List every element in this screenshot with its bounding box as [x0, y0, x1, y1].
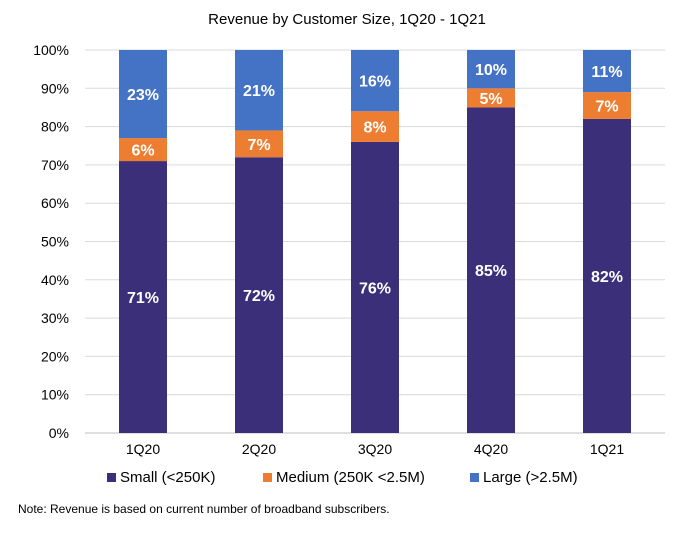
x-tick-label: 4Q20	[474, 441, 508, 457]
x-tick-label: 3Q20	[358, 441, 392, 457]
legend-label: Medium (250K <2.5M)	[276, 469, 425, 486]
x-tick-label: 1Q20	[126, 441, 160, 457]
data-label: 11%	[591, 64, 622, 81]
data-label: 23%	[127, 87, 159, 104]
data-label: 76%	[359, 280, 391, 297]
data-label: 21%	[243, 83, 275, 100]
data-label: 72%	[243, 288, 275, 305]
bar-small	[119, 161, 167, 433]
y-tick-label: 60%	[41, 195, 69, 211]
bar-small	[235, 157, 283, 434]
bar-medium	[583, 92, 631, 119]
y-tick-label: 20%	[41, 348, 69, 364]
y-tick-label: 10%	[41, 387, 69, 403]
bars: 71% 6% 23% 72% 7% 21% 76% 8% 16% 85% 5% 10% 82% 7% 11%	[119, 50, 631, 434]
x-tick-label: 2Q20	[242, 441, 276, 457]
legend: Small (<250K) Medium (250K <2.5M) Large (>…	[107, 469, 578, 486]
data-label: 71%	[127, 290, 159, 307]
y-axis: 0% 10% 20% 30% 40% 50% 60% 70% 80% 90% 100%	[33, 42, 69, 441]
y-tick-label: 100%	[33, 42, 69, 58]
bar-small	[351, 141, 399, 434]
legend-label: Large (>2.5M)	[483, 469, 578, 486]
data-label: 6%	[131, 143, 154, 160]
y-tick-label: 80%	[41, 119, 69, 135]
legend-swatch	[107, 473, 116, 482]
bar-large	[235, 50, 283, 131]
legend-swatch	[470, 473, 479, 482]
y-tick-label: 30%	[41, 310, 69, 326]
bar-large	[351, 50, 399, 112]
bar-medium	[235, 130, 283, 158]
data-label: 16%	[359, 74, 391, 91]
y-tick-label: 90%	[41, 80, 69, 96]
y-tick-label: 0%	[49, 425, 69, 441]
data-label: 7%	[247, 137, 270, 154]
bar-small	[583, 118, 631, 433]
bar-large	[119, 50, 167, 139]
data-label: 85%	[475, 263, 507, 280]
y-tick-label: 50%	[41, 234, 69, 250]
chart-title: Revenue by Customer Size, 1Q20 - 1Q21	[208, 11, 486, 28]
data-label: 10%	[475, 62, 507, 79]
data-label: 82%	[591, 269, 623, 286]
data-label: 5%	[479, 91, 502, 108]
bar-small	[467, 107, 515, 433]
bar-medium	[119, 138, 167, 162]
data-label: 7%	[595, 99, 618, 116]
data-label: 8%	[363, 120, 386, 137]
bar-large	[583, 50, 631, 93]
bar-medium	[467, 88, 515, 108]
legend-label: Small (<250K)	[120, 469, 215, 486]
x-tick-label: 1Q21	[590, 441, 624, 457]
y-tick-label: 40%	[41, 272, 69, 288]
x-axis: 1Q20 2Q20 3Q20 4Q20 1Q21	[126, 441, 624, 457]
legend-swatch	[263, 473, 272, 482]
bar-large	[467, 50, 515, 89]
bar-medium	[351, 111, 399, 142]
y-tick-label: 70%	[41, 157, 69, 173]
footnote: Note: Revenue is based on current number…	[18, 502, 390, 516]
